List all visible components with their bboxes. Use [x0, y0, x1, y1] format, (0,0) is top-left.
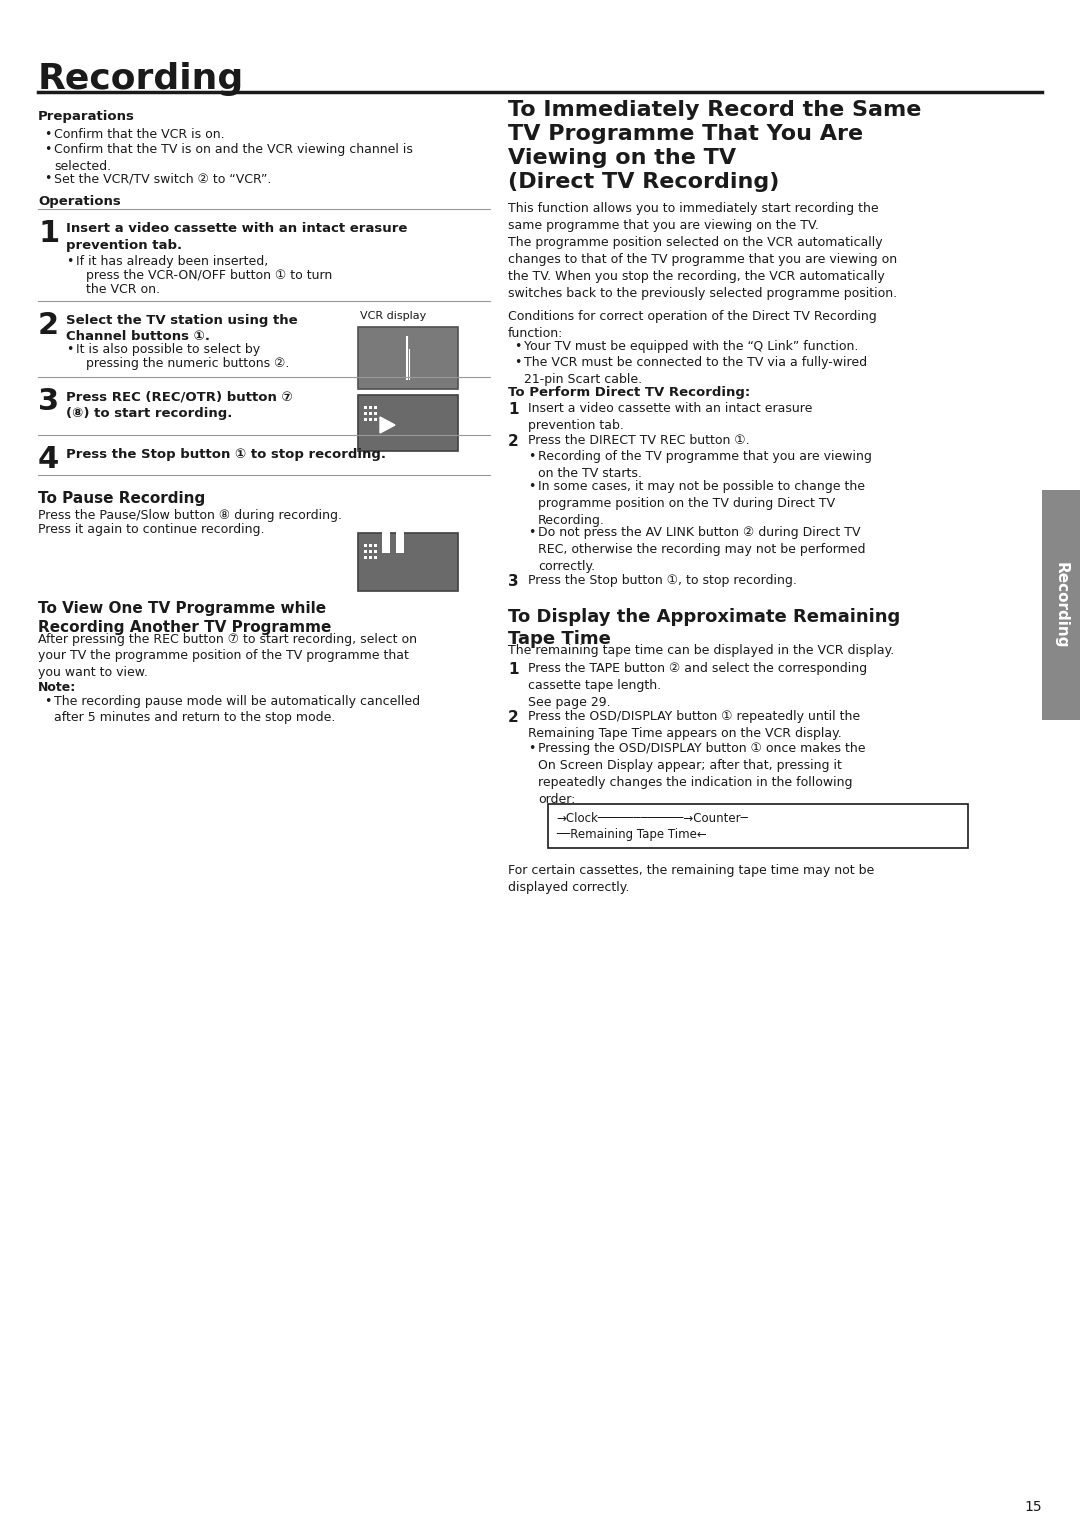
Text: If it has already been inserted,: If it has already been inserted, [76, 255, 268, 269]
Text: 2: 2 [38, 311, 59, 340]
Bar [548, 804, 968, 848]
Bar [396, 531, 404, 552]
Text: •: • [44, 128, 52, 140]
Text: Operations: Operations [38, 195, 121, 208]
Polygon shape [380, 417, 395, 433]
Text: •: • [514, 356, 522, 369]
Text: 15: 15 [1024, 1500, 1042, 1514]
Text: It is also possible to select by: It is also possible to select by [76, 343, 260, 356]
Text: pressing the numeric buttons ②.: pressing the numeric buttons ②. [86, 357, 289, 369]
Text: The VCR must be connected to the TV via a fully-wired
21-pin Scart cable.: The VCR must be connected to the TV via … [524, 356, 867, 386]
Text: Press the TAPE button ② and select the corresponding
cassette tape length.
See p: Press the TAPE button ② and select the c… [528, 662, 867, 710]
Text: Press the OSD/DISPLAY button ① repeatedly until the
Remaining Tape Time appears : Press the OSD/DISPLAY button ① repeatedl… [528, 710, 860, 740]
Text: Press the Stop button ① to stop recording.: Press the Stop button ① to stop recordin… [66, 449, 386, 461]
Text: ──Remaining Tape Time←: ──Remaining Tape Time← [556, 829, 706, 841]
Text: Recording: Recording [38, 63, 244, 96]
Text: •: • [44, 172, 52, 185]
Bar [374, 406, 377, 409]
Bar [364, 412, 367, 415]
Text: 4: 4 [38, 446, 59, 475]
Text: Preparations: Preparations [38, 110, 135, 124]
Text: Press the Pause/Slow button ⑧ during recording.: Press the Pause/Slow button ⑧ during rec… [38, 510, 342, 522]
Text: press the VCR-ON/OFF button ① to turn: press the VCR-ON/OFF button ① to turn [86, 269, 333, 282]
Text: 1: 1 [38, 220, 59, 249]
Text: Press the DIRECT TV REC button ①.: Press the DIRECT TV REC button ①. [528, 433, 750, 447]
Text: The recording pause mode will be automatically cancelled
after 5 minutes and ret: The recording pause mode will be automat… [54, 694, 420, 725]
Text: This function allows you to immediately start recording the
same programme that : This function allows you to immediately … [508, 201, 897, 301]
Text: Set the VCR/TV switch ② to “VCR”.: Set the VCR/TV switch ② to “VCR”. [54, 172, 271, 185]
Text: •: • [514, 340, 522, 353]
Text: Press the Stop button ①, to stop recording.: Press the Stop button ①, to stop recordi… [528, 574, 797, 588]
Text: 1: 1 [508, 401, 518, 417]
Text: To Display the Approximate Remaining
Tape Time: To Display the Approximate Remaining Tap… [508, 607, 901, 649]
Text: •: • [44, 143, 52, 156]
Bar [369, 412, 372, 415]
Bar [357, 395, 458, 452]
Text: →Clock────────────→Counter─: →Clock────────────→Counter─ [556, 812, 747, 826]
Bar [374, 418, 377, 421]
Text: Insert a video cassette with an intact erasure
prevention tab.: Insert a video cassette with an intact e… [528, 401, 812, 432]
Text: Pressing the OSD/DISPLAY button ① once makes the
On Screen Display appear; after: Pressing the OSD/DISPLAY button ① once m… [538, 742, 865, 806]
Bar [357, 327, 458, 389]
Text: Press it again to continue recording.: Press it again to continue recording. [38, 523, 265, 536]
Text: Press REC (REC/OTR) button ⑦
(⑧) to start recording.: Press REC (REC/OTR) button ⑦ (⑧) to star… [66, 391, 293, 420]
Text: For certain cassettes, the remaining tape time may not be
displayed correctly.: For certain cassettes, the remaining tap… [508, 864, 874, 894]
Text: Recording of the TV programme that you are viewing
on the TV starts.: Recording of the TV programme that you a… [538, 450, 872, 481]
Text: Note:: Note: [38, 681, 77, 694]
Text: 1: 1 [508, 662, 518, 678]
Bar [357, 533, 458, 591]
Text: 2: 2 [508, 433, 518, 449]
Text: 3: 3 [38, 388, 59, 417]
Bar [369, 543, 372, 546]
Text: VCR display: VCR display [360, 311, 427, 320]
Bar [369, 555, 372, 559]
Text: •: • [528, 481, 536, 493]
Bar [369, 406, 372, 409]
Bar [374, 555, 377, 559]
Text: Conditions for correct operation of the Direct TV Recording
function:: Conditions for correct operation of the … [508, 310, 877, 340]
Text: Confirm that the VCR is on.: Confirm that the VCR is on. [54, 128, 225, 140]
Text: To Immediately Record the Same
TV Programme That You Are
Viewing on the TV
(Dire: To Immediately Record the Same TV Progra… [508, 101, 921, 192]
Text: 2: 2 [508, 710, 518, 725]
Text: 3: 3 [508, 574, 518, 589]
Bar [374, 543, 377, 546]
Text: Do not press the AV LINK button ② during Direct TV
REC, otherwise the recording : Do not press the AV LINK button ② during… [538, 526, 865, 572]
Bar [374, 549, 377, 552]
Text: the VCR on.: the VCR on. [86, 282, 160, 296]
Text: •: • [528, 450, 536, 462]
Text: •: • [66, 255, 73, 269]
Text: To Pause Recording: To Pause Recording [38, 491, 205, 507]
Text: The remaining tape time can be displayed in the VCR display.: The remaining tape time can be displayed… [508, 644, 894, 658]
Text: After pressing the REC button ⑦ to start recording, select on
your TV the progra: After pressing the REC button ⑦ to start… [38, 633, 417, 679]
Text: Select the TV station using the
Channel buttons ①.: Select the TV station using the Channel … [66, 314, 298, 343]
Bar [369, 549, 372, 552]
Bar [364, 418, 367, 421]
Text: To View One TV Programme while
Recording Another TV Programme: To View One TV Programme while Recording… [38, 601, 332, 635]
Text: Insert a video cassette with an intact erasure
prevention tab.: Insert a video cassette with an intact e… [66, 221, 407, 252]
Text: •: • [44, 694, 52, 708]
Text: •: • [528, 742, 536, 755]
Text: •: • [66, 343, 73, 356]
Text: •: • [528, 526, 536, 539]
Bar [364, 549, 367, 552]
Bar [1042, 490, 1080, 720]
Bar [364, 555, 367, 559]
Bar [364, 543, 367, 546]
Bar [364, 406, 367, 409]
Text: Your TV must be equipped with the “Q Link” function.: Your TV must be equipped with the “Q Lin… [524, 340, 859, 353]
Bar [374, 412, 377, 415]
Text: To Perform Direct TV Recording:: To Perform Direct TV Recording: [508, 386, 751, 398]
Text: Confirm that the TV is on and the VCR viewing channel is
selected.: Confirm that the TV is on and the VCR vi… [54, 143, 413, 172]
Text: In some cases, it may not be possible to change the
programme position on the TV: In some cases, it may not be possible to… [538, 481, 865, 526]
Bar [382, 531, 390, 552]
Text: Recording: Recording [1053, 562, 1068, 649]
Bar [369, 418, 372, 421]
